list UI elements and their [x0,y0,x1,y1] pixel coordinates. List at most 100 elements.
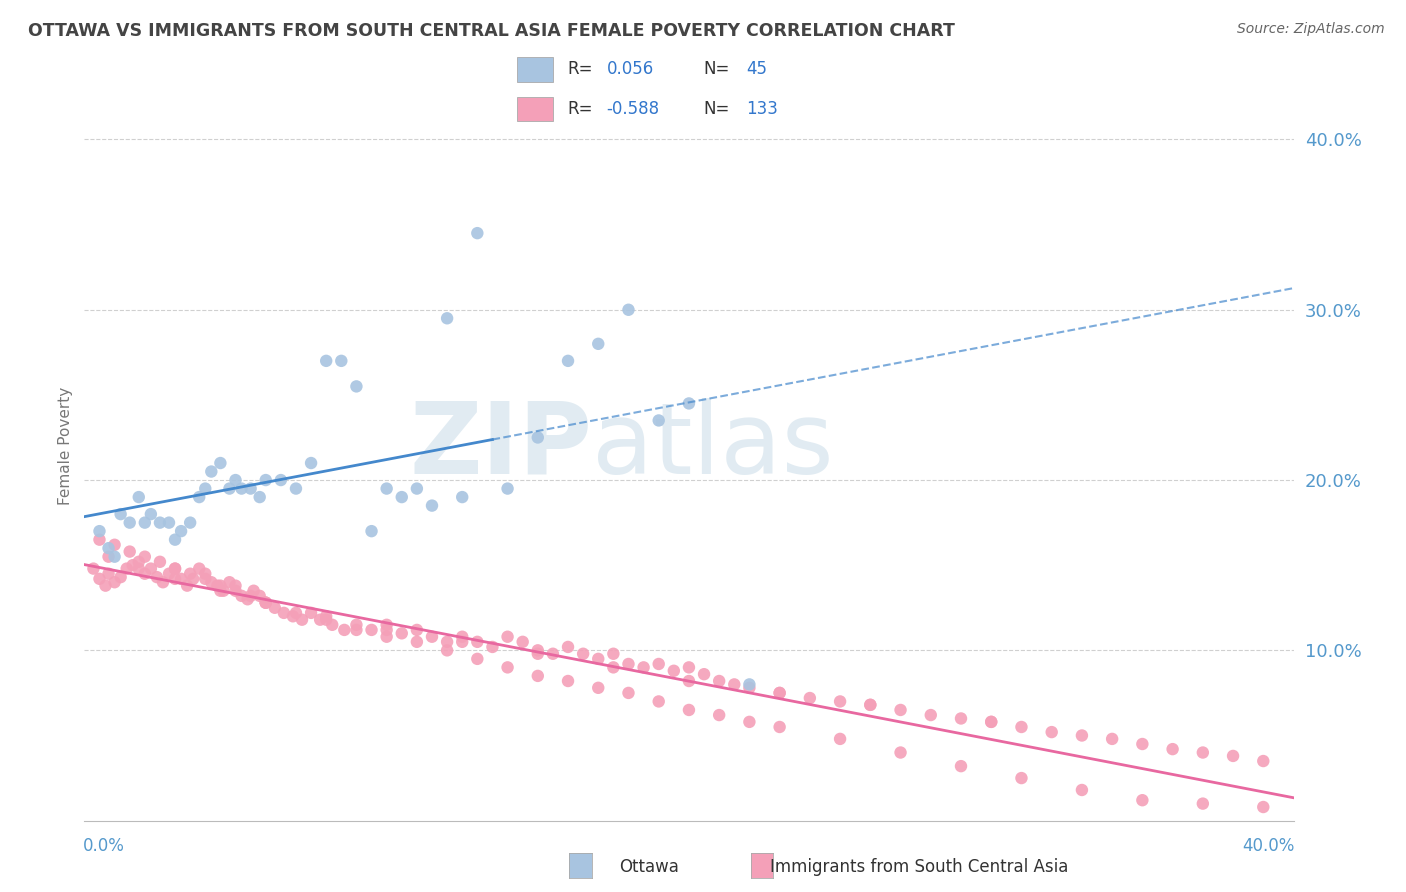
Point [541,647,564,661]
Point [299,456,322,470]
Point [678,660,700,674]
Point [693,667,716,681]
Point [1192,746,1215,760]
Point [451,630,474,644]
Point [209,579,232,593]
Point [678,673,700,688]
Point [128,490,150,504]
Point [467,635,489,649]
Point [1130,793,1153,807]
Point [139,561,162,575]
Point [496,660,519,674]
Point [209,583,232,598]
Point [170,572,193,586]
Text: 0.0%: 0.0% [83,837,125,855]
Point [194,482,217,496]
Point [97,566,120,581]
Point [360,524,382,538]
Point [451,635,474,649]
Point [1101,731,1123,746]
Text: OTTAWA VS IMMIGRANTS FROM SOUTH CENTRAL ASIA FEMALE POVERTY CORRELATION CHART: OTTAWA VS IMMIGRANTS FROM SOUTH CENTRAL … [28,22,955,40]
Point [291,613,314,627]
Point [527,643,550,657]
Point [709,673,731,688]
Point [436,311,458,326]
Point [406,623,429,637]
Text: Ottawa: Ottawa [619,858,679,876]
Point [231,482,253,496]
Point [436,635,458,649]
Point [391,626,413,640]
Point [249,589,271,603]
Point [375,630,398,644]
Point [309,613,332,627]
Point [218,482,240,496]
Point [769,686,792,700]
Point [146,570,169,584]
Text: Immigrants from South Central Asia: Immigrants from South Central Asia [770,858,1069,876]
Point [176,579,198,593]
Point [225,579,247,593]
Point [980,714,1002,729]
Point [89,572,111,586]
Point [139,507,162,521]
Point [225,473,247,487]
Point [254,596,277,610]
Text: 0.056: 0.056 [606,61,654,78]
Point [572,647,595,661]
Point [588,681,610,695]
Point [110,570,132,584]
Y-axis label: Female Poverty: Female Poverty [58,387,73,505]
Point [254,596,277,610]
Point [1011,771,1033,785]
Point [557,354,579,368]
Point [104,549,127,564]
Point [194,566,217,581]
Point [104,575,127,590]
Point [165,533,187,547]
Point [181,572,204,586]
Point [263,600,285,615]
Point [128,555,150,569]
Point [738,677,761,691]
Text: 45: 45 [747,61,768,78]
Point [451,490,474,504]
Point [678,703,700,717]
Point [406,482,429,496]
Point [467,652,489,666]
FancyBboxPatch shape [517,57,553,82]
Point [527,430,550,444]
Point [436,643,458,657]
Point [254,473,277,487]
Point [165,561,187,575]
Point [662,664,685,678]
Point [121,558,143,573]
Point [321,617,343,632]
Point [648,694,671,708]
Point [950,711,973,725]
Text: 40.0%: 40.0% [1243,837,1295,855]
Point [588,336,610,351]
Point [157,516,180,530]
Point [179,566,201,581]
Point [165,572,187,586]
Point [128,561,150,575]
Point [149,555,172,569]
Point [496,630,519,644]
Point [738,714,761,729]
Point [315,609,337,624]
Point [170,524,193,538]
Point [467,226,489,240]
Point [588,652,610,666]
Point [406,635,429,649]
Point [194,572,217,586]
Point [617,657,640,671]
Point [149,516,172,530]
Point [799,691,821,706]
Point [239,482,262,496]
Point [830,694,852,708]
Point [315,354,337,368]
Point [859,698,882,712]
Point [346,617,368,632]
Point [617,302,640,317]
